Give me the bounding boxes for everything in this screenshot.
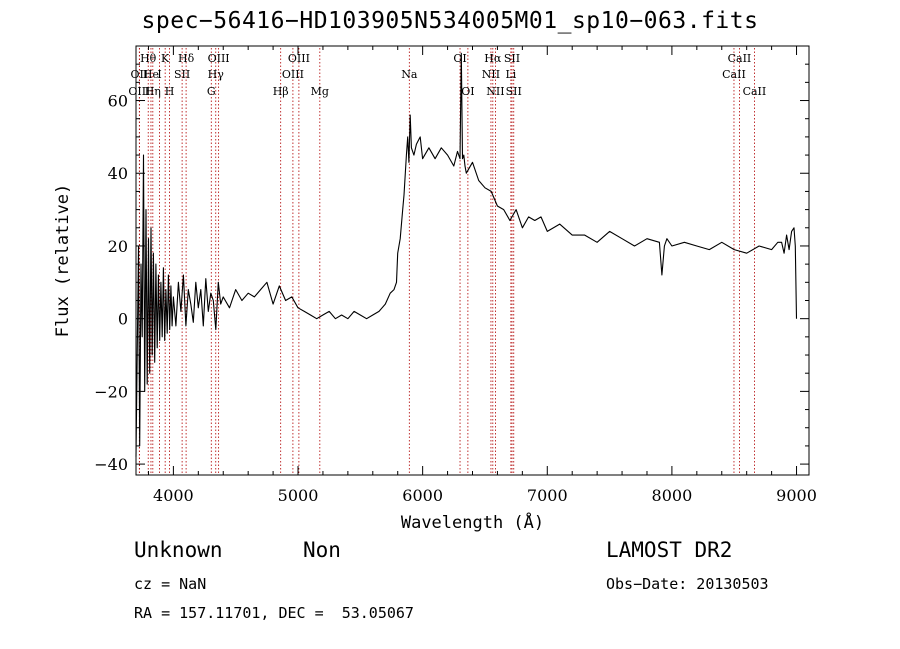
line-label: I <box>157 68 161 81</box>
line-label: OIII <box>282 68 304 81</box>
redshift-label: cz = NaN <box>134 575 207 593</box>
y-tick-label: 40 <box>108 164 128 183</box>
y-axis-label: Flux (relative) <box>53 184 73 338</box>
x-tick-label: 8000 <box>652 486 693 505</box>
line-label: OIII <box>208 52 230 65</box>
x-tick-label: 4000 <box>153 486 194 505</box>
x-tick-label: 7000 <box>527 486 568 505</box>
line-label: NII <box>482 68 500 81</box>
line-label: CaII <box>743 85 767 98</box>
line-label: G <box>207 85 216 98</box>
line-label: Hη <box>145 85 161 98</box>
line-label: Li <box>505 68 516 81</box>
line-label: Na <box>401 68 418 81</box>
line-label: SII <box>174 68 190 81</box>
coordinates-label: RA = 157.11701, DEC = 53.05067 <box>134 604 414 622</box>
line-label: OIII <box>288 52 310 65</box>
line-label: CaII <box>728 52 752 65</box>
line-label: OIII <box>128 85 150 98</box>
line-label: SII <box>506 85 522 98</box>
obs-date-label: Obs−Date: 20130503 <box>606 575 769 593</box>
line-label: Hβ <box>273 85 289 98</box>
y-tick-label: −20 <box>94 382 128 401</box>
line-label: OI <box>461 85 474 98</box>
line-label: K <box>161 52 170 65</box>
x-tick-label: 9000 <box>776 486 817 505</box>
class-label: Unknown <box>134 538 223 562</box>
subclass-label: Non <box>303 538 341 562</box>
y-tick-label: 0 <box>118 310 128 329</box>
x-tick-label: 5000 <box>278 486 319 505</box>
line-label: Hδ <box>178 52 195 65</box>
line-label: He <box>143 68 159 81</box>
line-label: OI <box>453 52 466 65</box>
survey-label: LAMOST DR2 <box>606 538 733 562</box>
y-tick-label: 60 <box>108 92 128 111</box>
line-label: SII <box>504 52 520 65</box>
chart-title: spec−56416−HD103905N534005M01_sp10−063.f… <box>141 8 759 34</box>
x-axis-label: Wavelength (Å) <box>401 511 544 533</box>
line-label: Hθ <box>140 52 157 65</box>
line-label: Mg <box>311 85 329 98</box>
y-tick-label: 20 <box>108 237 128 256</box>
line-label: CaII <box>722 68 746 81</box>
x-tick-label: 6000 <box>402 486 443 505</box>
y-tick-label: −40 <box>94 455 128 474</box>
line-label: Hα <box>484 52 502 65</box>
plot-frame <box>135 45 810 476</box>
line-label: NII <box>486 85 504 98</box>
line-label: H <box>165 85 175 98</box>
line-label: Hγ <box>208 68 225 81</box>
line-label: OII <box>131 68 149 81</box>
spectrum-line <box>135 52 798 457</box>
